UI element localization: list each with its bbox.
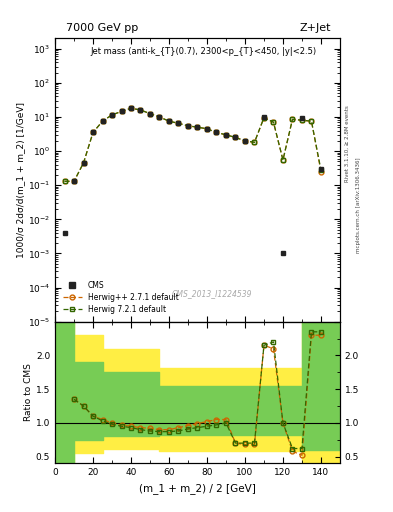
CMS xyxy=(233,135,238,141)
Herwig++ 2.7.1 default xyxy=(157,114,162,120)
Herwig 7.2.1 default xyxy=(129,105,133,111)
Herwig++ 2.7.1 default xyxy=(167,118,171,124)
Text: Jet mass (anti-k_{T}(0.7), 2300<p_{T}<450, |y|<2.5): Jet mass (anti-k_{T}(0.7), 2300<p_{T}<45… xyxy=(90,47,316,56)
Herwig++ 2.7.1 default xyxy=(233,135,238,141)
CMS xyxy=(176,120,181,126)
Herwig++ 2.7.1 default xyxy=(81,160,86,166)
CMS xyxy=(185,123,190,129)
CMS xyxy=(214,130,219,136)
CMS xyxy=(72,178,76,184)
Line: Herwig++ 2.7.1 default: Herwig++ 2.7.1 default xyxy=(62,106,323,184)
Herwig 7.2.1 default xyxy=(195,124,200,130)
Herwig 7.2.1 default xyxy=(242,138,247,144)
CMS xyxy=(91,130,95,136)
Herwig 7.2.1 default xyxy=(214,130,219,136)
Herwig++ 2.7.1 default xyxy=(281,157,285,163)
Herwig++ 2.7.1 default xyxy=(91,130,95,136)
Herwig 7.2.1 default xyxy=(119,109,124,115)
Herwig 7.2.1 default xyxy=(138,107,143,113)
Herwig++ 2.7.1 default xyxy=(252,139,257,145)
Herwig++ 2.7.1 default xyxy=(138,107,143,113)
CMS xyxy=(129,105,133,111)
Text: Z+Jet: Z+Jet xyxy=(300,23,331,33)
Herwig 7.2.1 default xyxy=(167,118,171,124)
Text: Rivet 3.1.10, ≥ 2.8M events: Rivet 3.1.10, ≥ 2.8M events xyxy=(345,105,350,182)
Herwig 7.2.1 default xyxy=(176,120,181,126)
Herwig++ 2.7.1 default xyxy=(110,112,114,118)
Legend: CMS, Herwig++ 2.7.1 default, Herwig 7.2.1 default: CMS, Herwig++ 2.7.1 default, Herwig 7.2.… xyxy=(59,277,183,318)
CMS xyxy=(138,107,143,113)
Herwig 7.2.1 default xyxy=(81,160,86,166)
Herwig++ 2.7.1 default xyxy=(62,178,67,184)
CMS xyxy=(195,124,200,130)
CMS xyxy=(262,114,266,120)
Herwig++ 2.7.1 default xyxy=(224,132,228,138)
CMS xyxy=(148,111,152,117)
Herwig 7.2.1 default xyxy=(299,117,304,123)
CMS xyxy=(62,230,67,236)
CMS xyxy=(281,250,285,257)
Herwig 7.2.1 default xyxy=(148,111,152,117)
Herwig 7.2.1 default xyxy=(281,157,285,163)
Herwig++ 2.7.1 default xyxy=(100,118,105,124)
Herwig++ 2.7.1 default xyxy=(309,118,314,124)
Herwig 7.2.1 default xyxy=(262,115,266,121)
Herwig 7.2.1 default xyxy=(100,118,105,124)
CMS xyxy=(205,125,209,132)
CMS xyxy=(224,132,228,138)
Line: Herwig 7.2.1 default: Herwig 7.2.1 default xyxy=(62,106,323,184)
CMS xyxy=(167,118,171,124)
Herwig++ 2.7.1 default xyxy=(262,115,266,121)
Herwig++ 2.7.1 default xyxy=(195,124,200,130)
CMS xyxy=(299,115,304,121)
Herwig 7.2.1 default xyxy=(233,135,238,141)
Herwig++ 2.7.1 default xyxy=(205,125,209,132)
Herwig++ 2.7.1 default xyxy=(119,109,124,115)
Line: CMS: CMS xyxy=(62,106,323,256)
CMS xyxy=(81,160,86,166)
Text: 7000 GeV pp: 7000 GeV pp xyxy=(66,23,139,33)
Text: CMS_2013_I1224539: CMS_2013_I1224539 xyxy=(171,289,252,298)
Herwig 7.2.1 default xyxy=(290,116,295,122)
Y-axis label: Ratio to CMS: Ratio to CMS xyxy=(24,364,33,421)
CMS xyxy=(119,109,124,115)
CMS xyxy=(100,118,105,124)
Herwig 7.2.1 default xyxy=(185,123,190,129)
Herwig++ 2.7.1 default xyxy=(290,116,295,122)
CMS xyxy=(319,166,323,172)
Herwig++ 2.7.1 default xyxy=(176,120,181,126)
CMS xyxy=(242,138,247,144)
Herwig++ 2.7.1 default xyxy=(214,130,219,136)
Herwig++ 2.7.1 default xyxy=(148,111,152,117)
Herwig++ 2.7.1 default xyxy=(185,123,190,129)
Herwig++ 2.7.1 default xyxy=(319,168,323,175)
Herwig 7.2.1 default xyxy=(62,178,67,184)
Herwig 7.2.1 default xyxy=(252,139,257,145)
Herwig 7.2.1 default xyxy=(271,119,276,125)
Herwig++ 2.7.1 default xyxy=(72,178,76,184)
Herwig 7.2.1 default xyxy=(72,178,76,184)
CMS xyxy=(110,112,114,118)
Y-axis label: 1000/σ 2dσ/d(m_1 + m_2) [1/GeV]: 1000/σ 2dσ/d(m_1 + m_2) [1/GeV] xyxy=(16,102,25,258)
Herwig++ 2.7.1 default xyxy=(129,105,133,111)
Herwig 7.2.1 default xyxy=(157,114,162,120)
Herwig 7.2.1 default xyxy=(319,167,323,173)
Herwig++ 2.7.1 default xyxy=(299,117,304,123)
X-axis label: (m_1 + m_2) / 2 [GeV]: (m_1 + m_2) / 2 [GeV] xyxy=(139,483,256,494)
Herwig++ 2.7.1 default xyxy=(242,138,247,144)
Herwig 7.2.1 default xyxy=(91,130,95,136)
Herwig 7.2.1 default xyxy=(224,132,228,138)
Herwig++ 2.7.1 default xyxy=(271,119,276,125)
Herwig 7.2.1 default xyxy=(205,125,209,132)
Text: mcplots.cern.ch [arXiv:1306.3436]: mcplots.cern.ch [arXiv:1306.3436] xyxy=(356,157,361,252)
Herwig 7.2.1 default xyxy=(309,118,314,124)
Herwig 7.2.1 default xyxy=(110,112,114,118)
CMS xyxy=(157,114,162,120)
